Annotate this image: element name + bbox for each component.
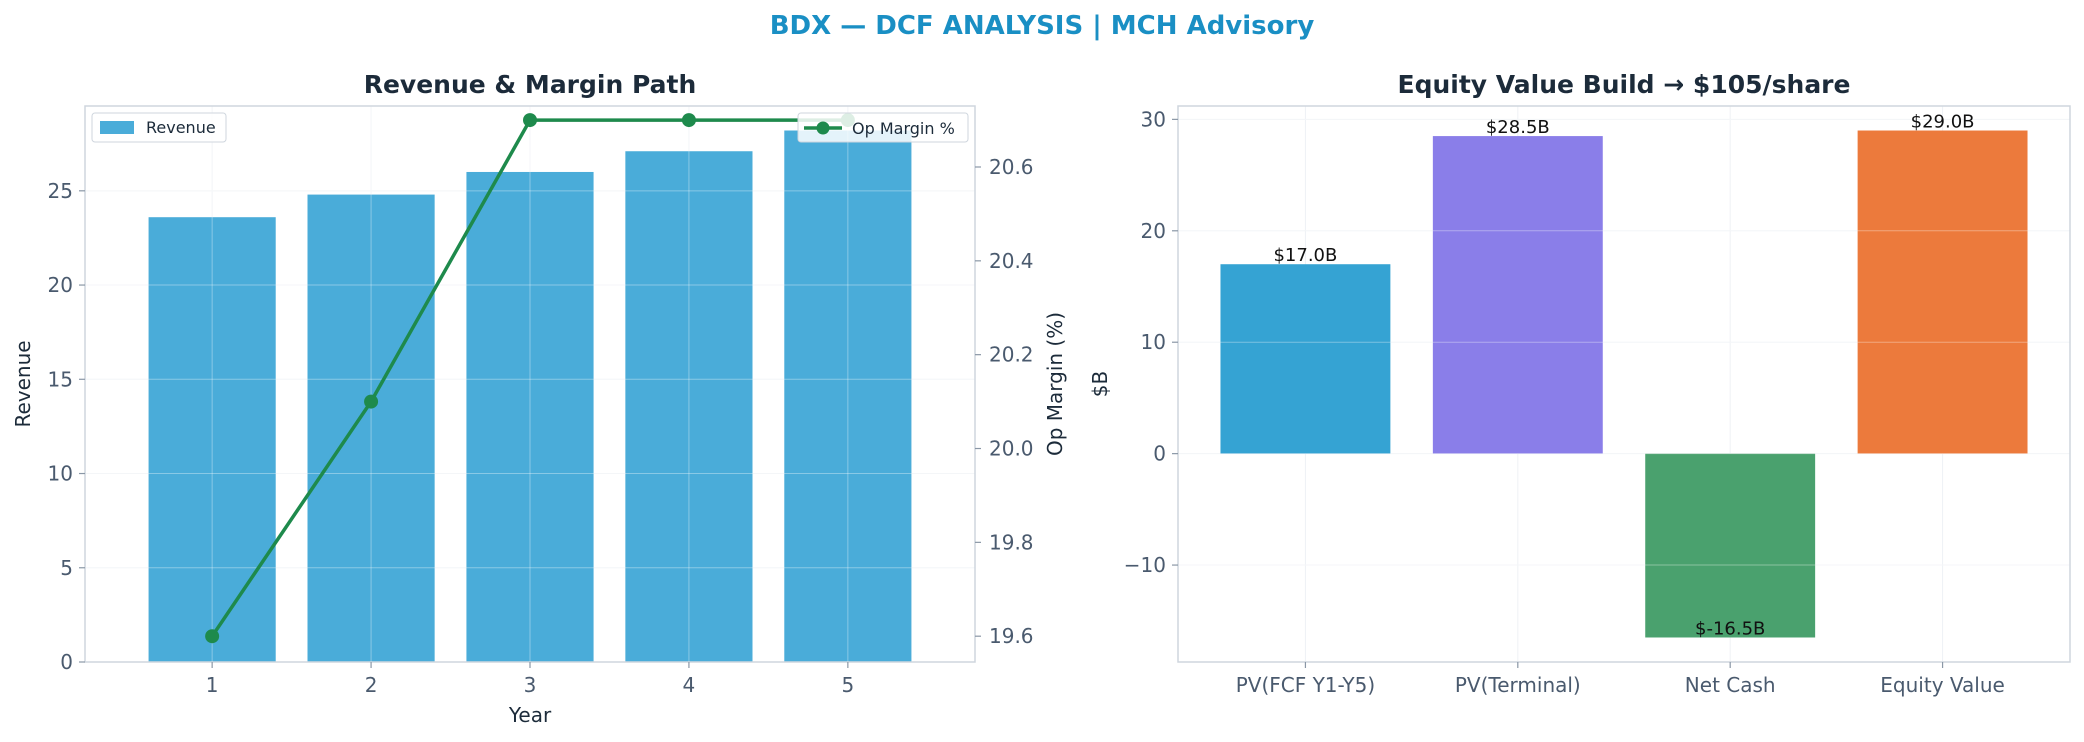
right-y-tick-label: 30 (1141, 107, 1166, 131)
right-plot-frame (1177, 105, 2071, 663)
right-y-tick-label: −10 (1124, 553, 1166, 577)
left-x-tick-label: 1 (206, 673, 219, 697)
left-chart-title: Revenue & Margin Path (364, 70, 697, 99)
left-y2-tick-label: 20.2 (989, 343, 1034, 367)
legend-op-margin-marker (816, 121, 830, 135)
op-margin-point (681, 113, 696, 128)
left-y-tick-label: 5 (60, 556, 73, 580)
op-margin-point (205, 629, 220, 644)
left-y-axis-label: Revenue (11, 340, 35, 427)
revenue-bar (307, 194, 435, 662)
equity-build-chart: Equity Value Build → $105/share −10 0 10 20… (1088, 70, 2071, 697)
left-x-tick-label: 2 (365, 673, 378, 697)
legend-op-margin: Op Margin % (797, 112, 969, 143)
right-chart-title: Equity Value Build → $105/share (1398, 70, 1851, 99)
bar-value-label: $-16.5B (1695, 618, 1765, 639)
left-y2-axis-label: Op Margin (%) (1043, 312, 1067, 456)
right-y-tick-label: 0 (1153, 442, 1166, 466)
legend-op-margin-label: Op Margin % (852, 119, 955, 138)
revenue-bar (466, 171, 594, 662)
revenue-bar (625, 151, 753, 663)
right-y-axis-label: $B (1088, 371, 1112, 397)
legend-revenue-swatch (100, 121, 134, 134)
left-y-tick-label: 0 (60, 650, 73, 674)
left-y2-tick-label: 19.6 (989, 624, 1034, 648)
bar-value-label: $17.0B (1273, 245, 1337, 266)
revenue-bar (784, 130, 912, 662)
left-y-tick-label: 20 (48, 273, 73, 297)
bar-value-label: $28.5B (1486, 117, 1550, 138)
right-x-tick-label: PV(FCF Y1-Y5) (1236, 673, 1375, 697)
legend-revenue: Revenue (91, 112, 227, 143)
left-y-tick-label: 10 (48, 462, 73, 486)
right-y-tick-label: 10 (1141, 330, 1166, 354)
left-y2-tick-label: 20.4 (989, 249, 1034, 273)
revenue-margin-chart: Revenue & Margin Path 0 5 10 15 20 25 1 2 3 4 5 19.… (11, 70, 1067, 727)
net-cash-bar (1645, 453, 1816, 638)
left-y2-tick-label: 20.6 (989, 155, 1034, 179)
bar-value-label: $29.0B (1911, 112, 1975, 133)
left-x-tick-label: 4 (683, 673, 696, 697)
op-margin-point (523, 113, 537, 128)
equity-value-bar (1857, 130, 2028, 454)
left-y-tick-label: 15 (48, 367, 73, 391)
left-x-tick-label: 5 (841, 673, 854, 697)
left-x-tick-label: 3 (524, 673, 537, 697)
left-y2-tick-label: 20.0 (989, 437, 1034, 461)
pv-fcf-bar (1220, 264, 1391, 454)
right-x-tick-label: Equity Value (1880, 673, 2005, 697)
pv-terminal-bar (1432, 136, 1603, 454)
revenue-bar (148, 217, 276, 662)
legend-revenue-label: Revenue (146, 118, 216, 137)
right-x-tick-label: Net Cash (1685, 673, 1776, 697)
left-x-axis-label: Year (508, 703, 552, 727)
left-y2-tick-label: 19.8 (989, 530, 1034, 554)
right-x-tick-label: PV(Terminal) (1455, 673, 1581, 697)
figure-title: BDX — DCF ANALYSIS | MCH Advisory (770, 11, 1315, 41)
left-y-tick-label: 25 (48, 179, 73, 203)
op-margin-point (364, 394, 379, 409)
right-y-tick-label: 20 (1141, 219, 1166, 243)
